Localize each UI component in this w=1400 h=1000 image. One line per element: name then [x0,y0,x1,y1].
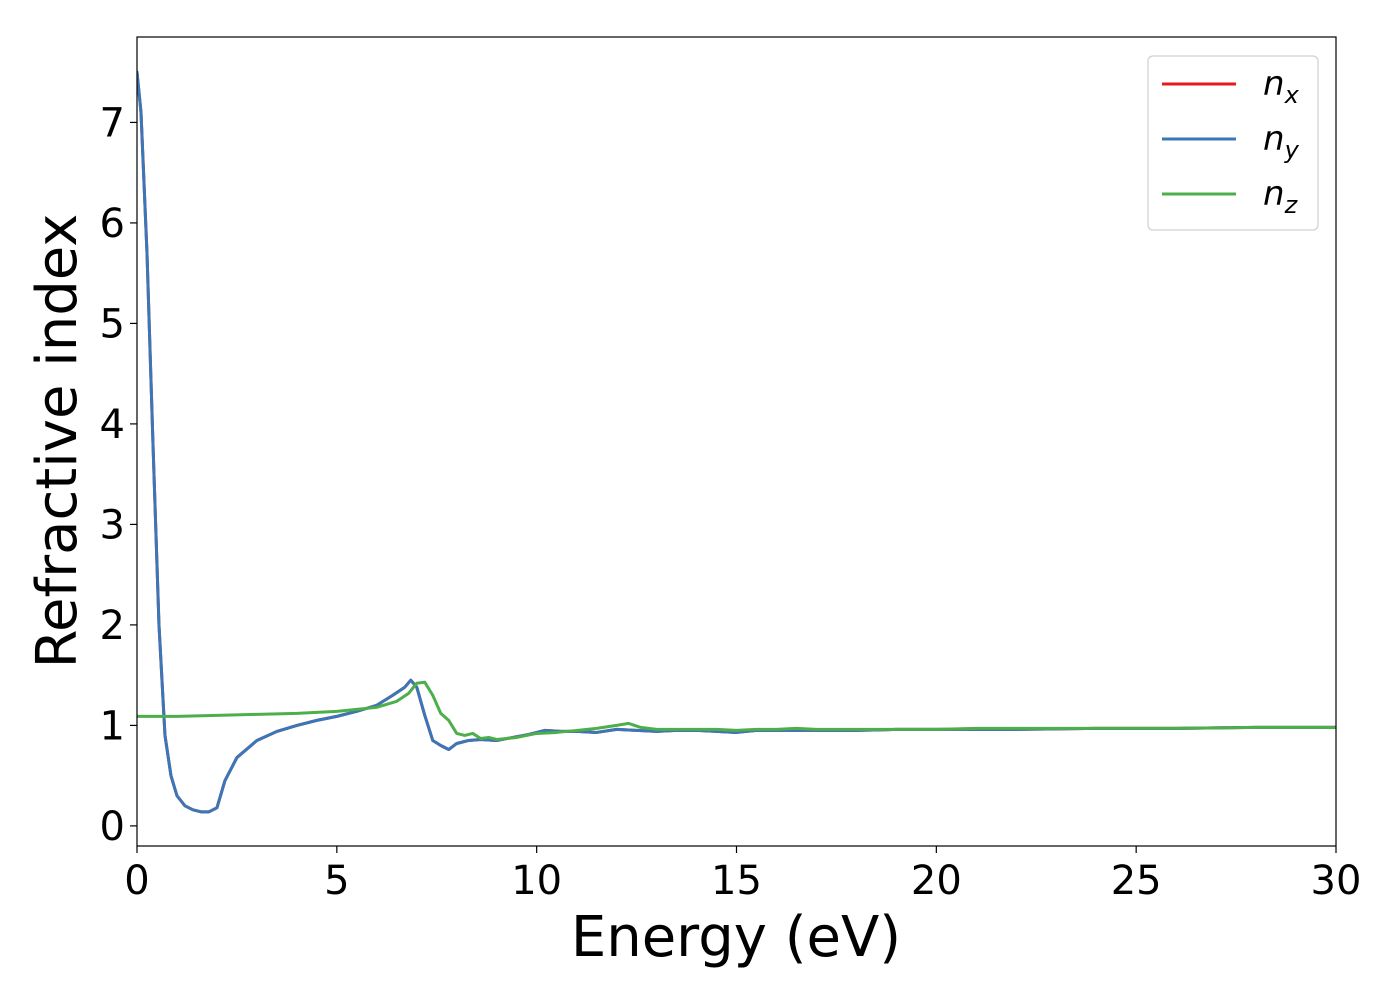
y-tick-label: 6 [100,201,125,247]
y-tick-label: 4 [100,402,125,448]
y-tick-label: 5 [100,301,125,347]
y-axis-label: Refractive index [25,214,90,669]
x-tick-label: 20 [911,858,962,904]
legend-box [1147,55,1319,231]
y-tick-label: 7 [100,100,125,146]
y-axis-ticks: 0 1 2 3 4 5 6 7 [100,100,137,850]
legend-subscript: z [1284,191,1299,219]
x-axis-ticks: 0 5 10 15 20 25 30 [124,846,1361,904]
x-tick-label: 0 [124,858,149,904]
x-tick-label: 5 [324,858,349,904]
y-tick-label: 2 [100,603,125,649]
y-tick-label: 0 [100,804,125,850]
series-line-z [137,680,1336,741]
legend-subscript: x [1284,81,1300,109]
x-tick-label: 25 [1111,858,1162,904]
y-tick-label: 1 [100,703,125,749]
legend-subscript: y [1284,136,1300,164]
x-tick-label: 10 [511,858,562,904]
series-layer [137,70,1336,814]
x-tick-label: 15 [711,858,762,904]
y-tick-label: 3 [100,502,125,548]
x-axis-label: Energy (eV) [571,905,901,970]
x-tick-label: 30 [1311,858,1362,904]
